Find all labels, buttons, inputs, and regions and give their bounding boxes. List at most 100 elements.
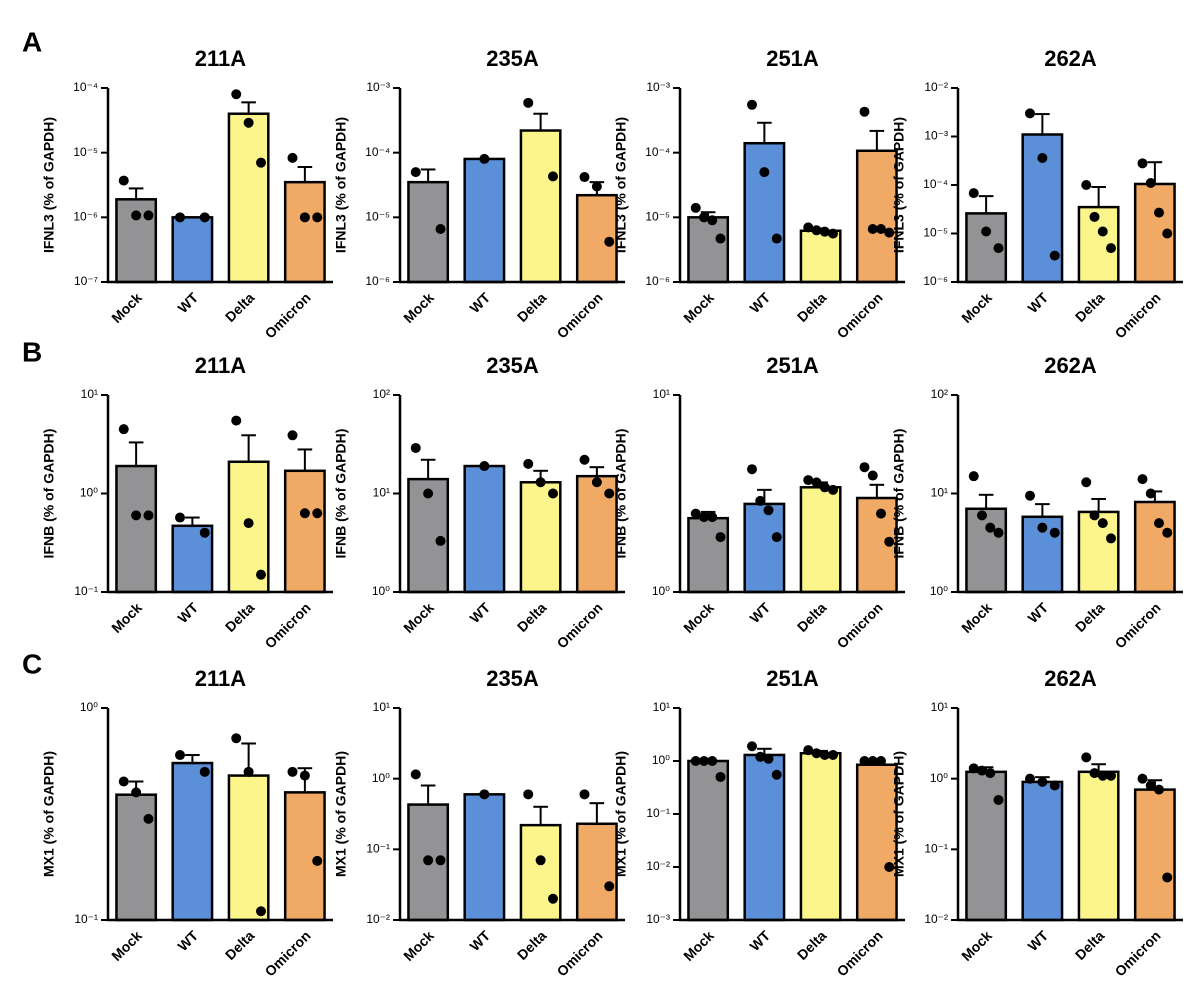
bar (1133, 500, 1176, 594)
data-point (312, 508, 323, 519)
bar (171, 761, 214, 922)
data-point (143, 210, 154, 221)
y-tick-label: 10⁻⁷ (74, 274, 98, 288)
data-point (981, 226, 992, 237)
y-tick-label: 10⁰ (652, 584, 670, 598)
y-axis-label: MX1 (% of GAPDH) (613, 751, 629, 877)
data-point (535, 855, 546, 866)
data-point (199, 212, 210, 223)
bar (171, 216, 214, 284)
bar (687, 516, 730, 594)
chart-title: 211A (195, 353, 246, 378)
x-tick-label: Delta (1072, 289, 1108, 325)
y-tick-label: 10⁻¹ (924, 842, 948, 856)
data-point (1162, 228, 1173, 239)
data-point (579, 789, 590, 800)
data-point (763, 753, 774, 764)
x-tick-label: Delta (514, 927, 550, 963)
data-point (118, 175, 129, 186)
data-point (604, 881, 615, 892)
data-point (867, 470, 878, 481)
x-tick-label: Delta (222, 289, 258, 325)
y-tick-label: 10⁻² (924, 912, 948, 926)
y-axis-label: MX1 (% of GAPDH) (891, 751, 907, 877)
y-tick-label: 10⁻¹ (646, 806, 670, 820)
data-point (287, 152, 298, 163)
data-point (231, 415, 242, 426)
chart-title: 262A (1044, 46, 1097, 71)
x-tick-label: Mock (400, 289, 437, 326)
data-point (819, 749, 830, 760)
y-tick-label: 10⁰ (80, 700, 98, 714)
data-point (707, 215, 718, 226)
data-point (690, 202, 701, 213)
x-tick-label: WT (174, 599, 201, 626)
bar (1021, 780, 1064, 922)
data-point (690, 756, 701, 766)
data-point (759, 167, 770, 178)
data-point (771, 233, 782, 244)
bar (743, 141, 786, 284)
x-tick-label: Mock (108, 599, 145, 636)
data-point (747, 99, 757, 110)
data-point (1089, 768, 1100, 779)
data-point (715, 233, 726, 244)
y-tick-label: 10⁻¹ (74, 584, 98, 598)
data-point (423, 488, 434, 499)
y-tick-label: 10⁻⁶ (73, 210, 98, 224)
y-tick-label: 10⁻⁵ (365, 210, 390, 224)
data-point (977, 510, 987, 521)
data-point (1025, 108, 1035, 119)
x-tick-label: Mock (400, 599, 437, 636)
y-tick-label: 10⁰ (372, 771, 390, 785)
data-point (1097, 518, 1108, 529)
y-tick-label: 10⁻⁶ (923, 274, 948, 288)
data-point (876, 508, 886, 519)
data-point (803, 475, 814, 486)
x-tick-label: Mock (680, 599, 717, 636)
chart-title: 262A (1044, 666, 1097, 691)
bar (965, 770, 1008, 922)
data-point (243, 518, 254, 529)
data-point (771, 532, 782, 543)
data-point (828, 484, 838, 495)
data-point (1145, 177, 1156, 188)
y-tick-label: 10² (931, 387, 948, 401)
bar (519, 823, 562, 922)
bar (687, 216, 730, 284)
data-point (699, 212, 709, 223)
data-point (803, 222, 814, 233)
data-point (1049, 250, 1060, 261)
bar (115, 793, 158, 922)
x-tick-label: Delta (794, 927, 830, 963)
data-point (256, 157, 266, 168)
data-point (1037, 153, 1048, 164)
panel-label: A (22, 26, 42, 57)
data-point (803, 745, 814, 756)
data-point (1037, 522, 1048, 533)
y-tick-label: 10⁻³ (646, 912, 670, 926)
x-tick-label: WT (466, 289, 493, 316)
data-point (819, 226, 830, 237)
y-tick-label: 10¹ (931, 486, 948, 500)
bar (227, 774, 270, 922)
chart-title: 235A (486, 353, 539, 378)
data-point (1106, 533, 1116, 544)
chart-title: 262A (1044, 353, 1097, 378)
bar (283, 180, 326, 284)
data-point (312, 855, 323, 866)
bar (687, 759, 730, 922)
x-tick-label: Delta (222, 927, 258, 963)
data-point (523, 458, 534, 469)
data-point (143, 510, 154, 521)
data-point (175, 512, 185, 523)
y-tick-label: 10⁻⁴ (365, 145, 390, 159)
y-tick-label: 10⁻⁴ (645, 145, 670, 159)
x-tick-label: Mock (680, 927, 717, 964)
x-tick-label: Delta (794, 599, 830, 635)
data-point (771, 769, 782, 780)
data-point (1097, 770, 1108, 781)
panel-label: C (22, 648, 42, 679)
data-point (977, 765, 987, 776)
data-point (143, 813, 154, 824)
